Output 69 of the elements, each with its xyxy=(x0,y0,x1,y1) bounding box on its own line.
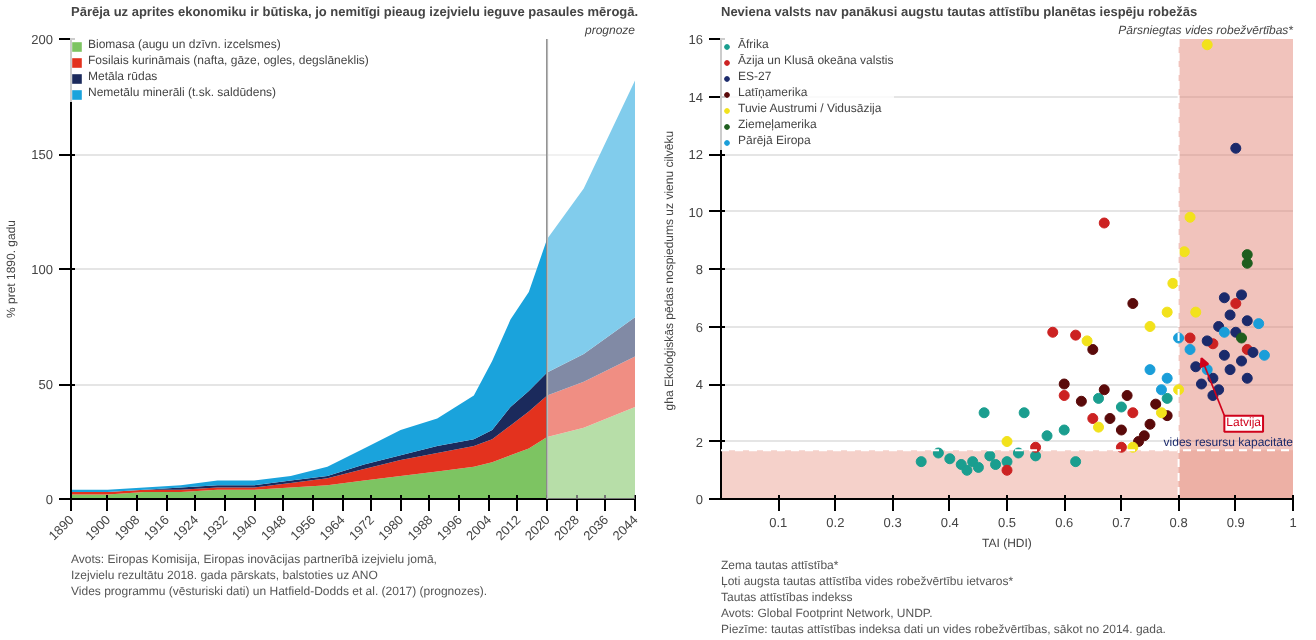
point xyxy=(1241,315,1253,327)
point xyxy=(1155,384,1167,396)
point xyxy=(1230,298,1242,309)
point xyxy=(984,450,996,462)
point xyxy=(1058,390,1070,401)
point xyxy=(1167,277,1179,289)
point xyxy=(1115,424,1127,436)
point xyxy=(1144,364,1156,376)
point xyxy=(1144,321,1156,332)
point xyxy=(1115,401,1127,413)
point xyxy=(915,456,927,468)
point xyxy=(1144,418,1156,430)
point xyxy=(1230,142,1242,154)
point xyxy=(1241,372,1253,384)
point xyxy=(1001,464,1013,476)
point xyxy=(1178,246,1190,258)
point xyxy=(1047,326,1059,338)
point xyxy=(1001,436,1013,447)
point xyxy=(1218,349,1230,361)
point xyxy=(1224,309,1236,321)
point xyxy=(990,459,1002,470)
point xyxy=(1138,430,1150,442)
point xyxy=(1155,407,1167,419)
point xyxy=(1104,413,1116,424)
point xyxy=(1070,456,1082,468)
point xyxy=(1127,407,1139,419)
point xyxy=(1224,364,1236,376)
point xyxy=(944,453,956,465)
point xyxy=(1190,306,1202,318)
point xyxy=(1075,395,1087,407)
point xyxy=(1247,346,1259,358)
point xyxy=(1236,332,1248,344)
point xyxy=(1127,298,1139,309)
point xyxy=(1098,217,1110,229)
point xyxy=(1190,361,1202,373)
point xyxy=(1081,335,1093,347)
point xyxy=(1093,421,1105,433)
point xyxy=(1201,39,1213,51)
point xyxy=(1213,384,1225,396)
point xyxy=(1195,378,1207,390)
point xyxy=(1184,332,1196,344)
point xyxy=(1184,344,1196,355)
point xyxy=(1161,372,1173,384)
point xyxy=(1058,378,1070,390)
point xyxy=(1030,450,1042,462)
point xyxy=(1184,211,1196,223)
point xyxy=(1098,384,1110,396)
point xyxy=(1161,306,1173,318)
point xyxy=(1087,344,1099,355)
point xyxy=(1201,335,1213,347)
point xyxy=(1161,392,1173,404)
point xyxy=(1236,289,1248,301)
point xyxy=(1150,398,1162,410)
point xyxy=(1018,407,1030,419)
point xyxy=(978,407,990,419)
point xyxy=(1236,355,1248,367)
point xyxy=(1041,430,1053,442)
point xyxy=(1218,292,1230,304)
point xyxy=(1121,390,1133,401)
point xyxy=(1058,424,1070,436)
point xyxy=(972,461,984,473)
point xyxy=(1087,413,1099,424)
point xyxy=(1070,329,1082,341)
point xyxy=(1093,392,1105,404)
point xyxy=(961,464,973,476)
point xyxy=(1258,349,1270,361)
point xyxy=(1253,318,1265,330)
point xyxy=(1115,441,1127,453)
point xyxy=(1218,326,1230,338)
